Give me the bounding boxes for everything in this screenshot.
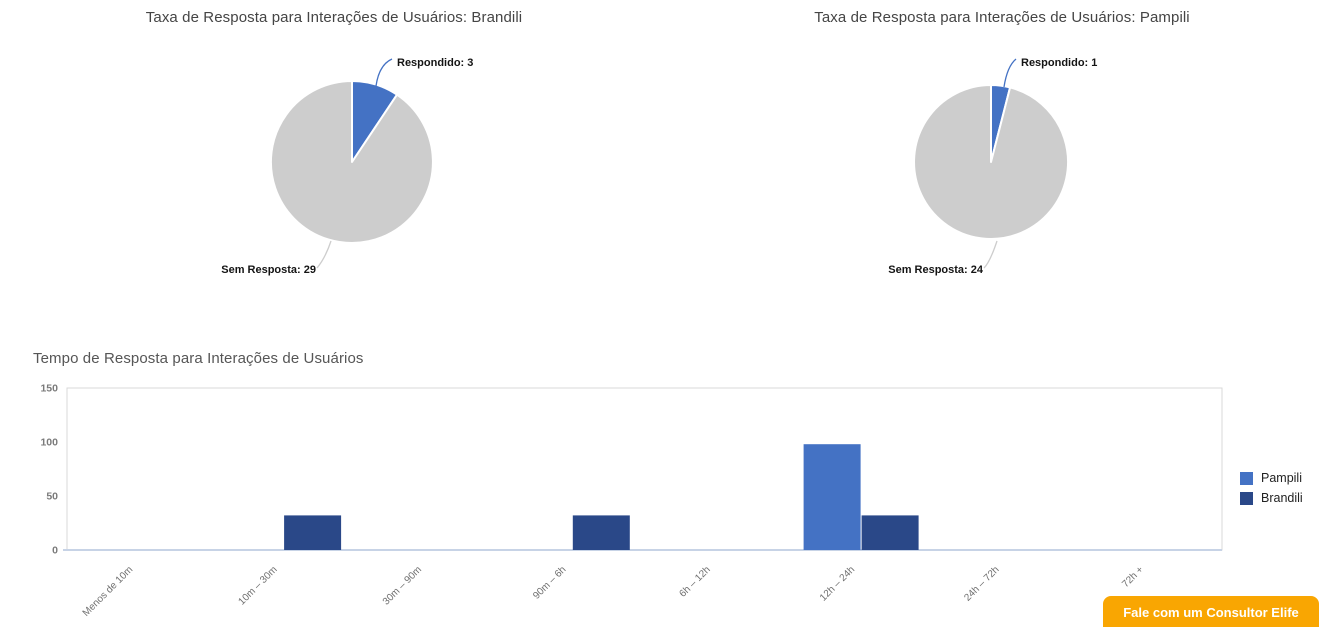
bar-brandili-90m-6h[interactable] <box>572 515 630 550</box>
x-tick-label-6h-12h: 6h – 12h <box>677 564 712 599</box>
response-time-bar-chart[interactable]: 0 50 100 150 Menos de 10m 10m – 30m 30m – 90m 9… <box>0 380 1336 627</box>
brandili-pie-title: Taxa de Resposta para Interações de Usuá… <box>145 9 523 26</box>
legend-item-pampili[interactable]: Pampili <box>1240 470 1303 486</box>
y-tick-label: 100 <box>40 437 58 449</box>
label-leader-line <box>375 58 393 87</box>
label-leader-line <box>983 240 998 269</box>
x-tick-label-menos-de-10m: Menos de 10m <box>81 564 136 619</box>
legend-label-brandili: Brandili <box>1261 491 1303 505</box>
x-tick-label-12h-24h: 12h – 24h <box>818 564 857 603</box>
y-tick-label: 150 <box>40 383 58 395</box>
x-tick-label-24h-72h: 24h – 72h <box>962 564 1001 603</box>
pie-label-sem-resposta: Sem Resposta: 29 <box>221 264 316 276</box>
pampili-pie-chart[interactable]: Respondido: 1 Sem Resposta: 24 <box>668 30 1336 290</box>
brandili-response-rate-panel: Taxa de Resposta para Interações de Usuá… <box>0 0 668 300</box>
label-leader-line <box>316 240 332 269</box>
bar-brandili-10m-30m[interactable] <box>284 515 342 550</box>
bar-brandili-12h-24h[interactable] <box>861 515 919 550</box>
legend-item-brandili[interactable]: Brandili <box>1240 490 1303 506</box>
pampili-pie-title: Taxa de Resposta para Interações de Usuá… <box>814 9 1190 26</box>
pie-label-sem-resposta: Sem Resposta: 24 <box>888 264 984 276</box>
pie-label-respondido: Respondido: 1 <box>1021 57 1097 69</box>
x-tick-label-72h: 72h + <box>1120 564 1146 590</box>
legend-label-pampili: Pampili <box>1261 471 1302 485</box>
pie-slice-sem-resposta[interactable] <box>269 80 434 244</box>
x-tick-label-30m-90m: 30m – 90m <box>381 564 424 607</box>
consultant-cta-button[interactable]: Fale com um Consultor Elife <box>1103 596 1319 627</box>
x-tick-label-10m-30m: 10m – 30m <box>237 564 280 607</box>
response-time-bar-title: Tempo de Resposta para Interações de Usu… <box>33 350 364 367</box>
pampili-color-swatch <box>1240 471 1253 485</box>
y-tick-label: 50 <box>46 491 58 503</box>
bar-pampili-12h-24h[interactable] <box>803 444 861 550</box>
pie-slice-sem-resposta[interactable] <box>913 84 1070 240</box>
plot-area-border <box>66 387 1223 551</box>
brandili-color-swatch <box>1240 491 1253 505</box>
label-leader-line <box>1003 58 1017 88</box>
pie-label-respondido: Respondido: 3 <box>397 57 473 69</box>
brandili-pie-chart[interactable]: Respondido: 3 Sem Resposta: 29 <box>0 30 668 290</box>
x-tick-label-90m-6h: 90m – 6h <box>531 564 568 601</box>
pampili-response-rate-panel: Taxa de Resposta para Interações de Usuá… <box>668 0 1336 300</box>
bar-chart-legend: Pampili Brandili <box>1240 470 1303 506</box>
y-tick-label: 0 <box>52 545 58 557</box>
